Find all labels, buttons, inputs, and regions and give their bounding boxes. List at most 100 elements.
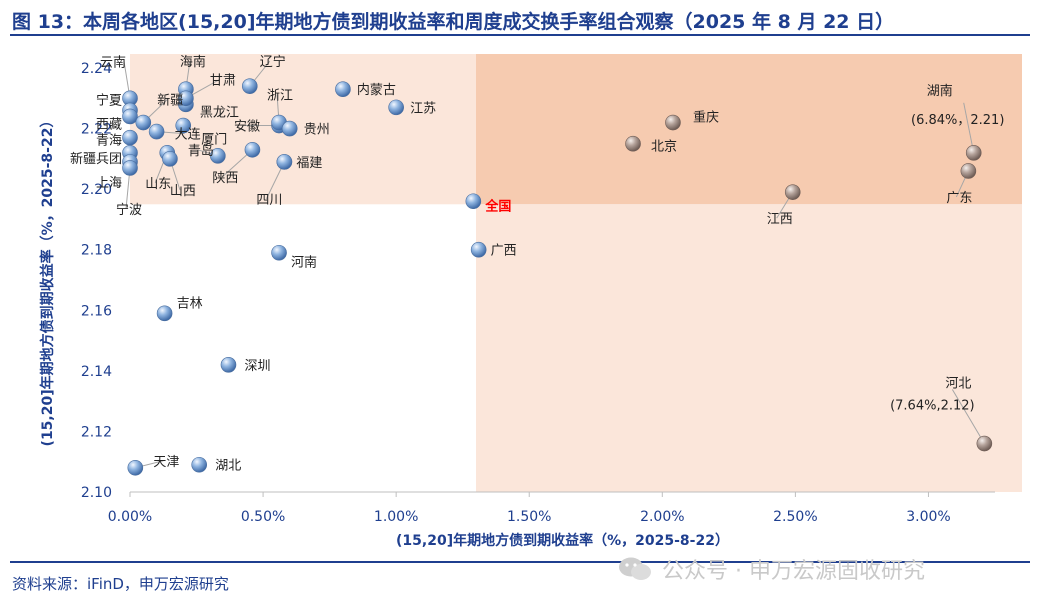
data-point <box>388 99 404 116</box>
quadrant-bottom-right <box>476 204 1022 493</box>
data-label: 甘肃 <box>210 73 236 88</box>
footer-divider <box>10 561 1030 563</box>
data-label: 全国 <box>484 198 511 214</box>
data-label: 新疆兵团 <box>70 151 122 167</box>
data-point <box>335 81 351 98</box>
watermark-text: 公众号 · 申万宏源固收研究 <box>662 559 925 584</box>
leader-line <box>951 389 985 444</box>
data-label: 辽宁 <box>260 54 286 70</box>
data-label: 宁波 <box>116 202 142 218</box>
x-tick-label: 0.50% <box>241 509 285 525</box>
data-point <box>210 148 226 164</box>
data-label: 大连 <box>175 127 201 143</box>
x-tick-label: 3.00% <box>906 509 950 525</box>
data-point <box>271 244 287 261</box>
data-label: 福建 <box>296 156 322 171</box>
data-point <box>127 459 144 476</box>
annotation-label: 湖南 <box>927 83 953 99</box>
data-label: 内蒙古 <box>357 82 396 98</box>
data-label: 湖北 <box>215 459 241 474</box>
figure-title-bar: 图 13：本周各地区(15,20]年期地方债到期收益率和周度成交换手率组合观察（… <box>10 4 1030 34</box>
data-label: 天津 <box>153 455 179 470</box>
x-axis-label: (15,20]年期地方债到期收益率（%，2025-8-22） <box>396 532 729 549</box>
data-point <box>276 154 293 170</box>
data-point <box>465 193 482 210</box>
data-point <box>784 184 801 200</box>
data-point <box>162 151 178 167</box>
data-label: 新疆 <box>157 93 183 109</box>
data-point <box>135 114 152 131</box>
source-note: 资料来源：iFinD，申万宏源研究 <box>12 575 229 593</box>
data-label: 山西 <box>170 184 196 199</box>
data-label: 青岛 <box>188 143 214 159</box>
data-point <box>122 129 138 146</box>
data-label: 上海 <box>96 176 122 191</box>
data-label: 江西 <box>767 212 793 227</box>
y-tick-label: 2.24 <box>81 61 112 77</box>
data-point <box>220 356 237 373</box>
figure-title: 图 13：本周各地区(15,20]年期地方债到期收益率和周度成交换手率组合观察（… <box>12 11 895 33</box>
x-tick-label: 0.00% <box>108 509 152 525</box>
data-point <box>178 90 194 107</box>
data-point <box>191 456 207 473</box>
y-tick-label: 2.10 <box>81 485 112 501</box>
data-label: 重庆 <box>693 110 719 126</box>
chart-axes: 0.00% 0.50% 1.00% 1.50% 2.00% 2.50% 3.00% 2.10 2… <box>39 61 995 549</box>
wechat-icon <box>619 557 651 580</box>
data-label: 河南 <box>291 255 317 271</box>
title-divider <box>10 34 1030 36</box>
data-point <box>122 160 138 176</box>
x-tick-label: 2.50% <box>773 509 817 525</box>
data-point <box>965 145 982 161</box>
data-label: 浙江 <box>267 89 293 104</box>
leader-line <box>963 102 975 153</box>
x-tick-label: 1.00% <box>374 509 418 525</box>
x-tick-label: 1.50% <box>507 509 551 525</box>
data-point <box>122 108 138 125</box>
y-tick-label: 2.12 <box>81 424 112 440</box>
data-point <box>241 78 258 94</box>
annotation-label: 河北 <box>945 377 971 392</box>
data-point <box>960 163 977 179</box>
scatter-chart: 0.00% 0.50% 1.00% 1.50% 2.00% 2.50% 3.00% 2.10 2… <box>0 36 1046 556</box>
data-label: 安徽 <box>234 120 260 135</box>
data-label: 贵州 <box>304 123 330 138</box>
data-point <box>148 123 165 140</box>
data-label: 广西 <box>491 244 517 259</box>
data-label: 黑龙江 <box>200 105 239 120</box>
data-point <box>976 435 993 452</box>
y-axis-label: (15,20]年期地方债到期收益率（%，2025-8-22） <box>39 114 56 447</box>
y-tick-label: 2.22 <box>81 122 112 138</box>
y-tick-label: 2.18 <box>81 243 112 259</box>
annotation-label: (6.84%，2.21) <box>911 113 1004 128</box>
data-label: 厦门 <box>201 133 227 148</box>
data-label: 广东 <box>946 191 972 206</box>
watermark: 公众号 · 申万宏源固收研究 <box>618 554 925 584</box>
data-point <box>156 305 173 322</box>
data-label: 青海 <box>96 134 122 149</box>
data-label: 海南 <box>180 54 206 70</box>
data-label: 陕西 <box>212 171 238 186</box>
quadrant-backgrounds <box>130 54 1022 493</box>
data-point <box>625 135 641 152</box>
data-points <box>122 78 993 476</box>
data-label: 云南 <box>100 54 126 70</box>
x-tick-label: 2.00% <box>640 509 684 525</box>
data-label: 北京 <box>651 140 677 155</box>
scatter-chart-svg: 0.00% 0.50% 1.00% 1.50% 2.00% 2.50% 3.00% 2.10 2… <box>39 54 1022 549</box>
y-tick-label: 2.16 <box>81 303 112 319</box>
data-label: 四川 <box>256 193 282 208</box>
data-label: 山东 <box>145 177 171 192</box>
data-point <box>665 114 681 131</box>
data-point <box>175 117 192 134</box>
data-point <box>281 120 298 137</box>
data-label: 江苏 <box>410 100 436 116</box>
y-tick-label: 2.20 <box>81 182 112 198</box>
data-label: 深圳 <box>244 359 270 374</box>
data-point <box>470 241 487 258</box>
data-label: 吉林 <box>177 296 203 311</box>
quadrant-top-right <box>476 54 1022 205</box>
annotation-label: (7.64%,2.12) <box>890 399 975 414</box>
data-label: 西藏 <box>96 117 122 132</box>
